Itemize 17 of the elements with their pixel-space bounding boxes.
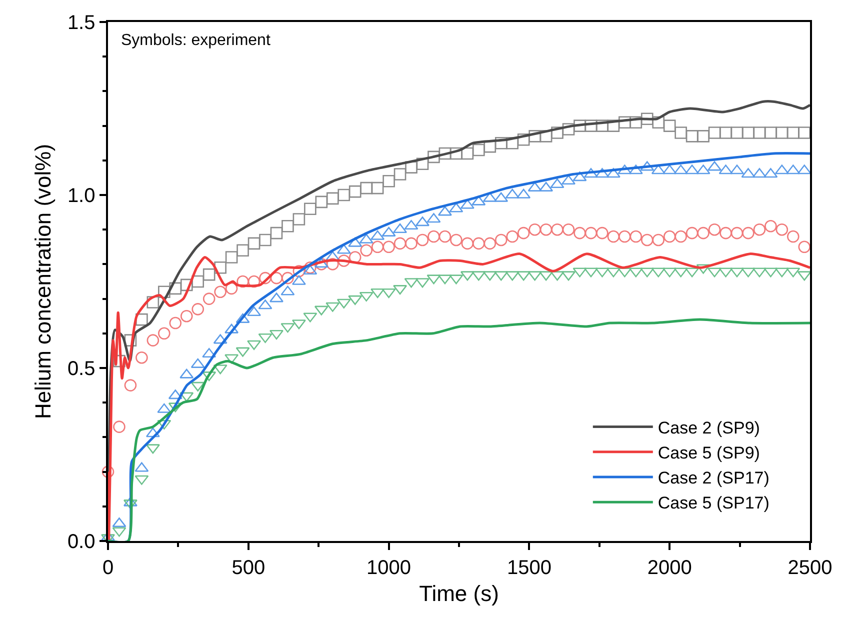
x-tick-label: 1500 <box>506 556 552 579</box>
x-tick-label: 0 <box>102 556 114 579</box>
y-axis-title: Helium concentration (vol%) <box>30 144 56 420</box>
x-tick-label: 2500 <box>788 556 832 579</box>
x-tick-label: 1000 <box>366 556 412 579</box>
y-tick-label: 1.0 <box>67 185 96 207</box>
y-tick-label: 1.5 <box>67 12 96 34</box>
legend-label: Case 2 (SP17) <box>658 468 770 488</box>
x-tick-label: 500 <box>232 556 266 579</box>
legend-label: Case 5 (SP17) <box>658 494 770 513</box>
legend-label: Case 5 (SP9) <box>658 444 760 463</box>
y-tick-label: 0.5 <box>67 358 96 380</box>
y-tick-label: 0.0 <box>67 531 96 553</box>
legend-label: Case 2 (SP9) <box>658 418 760 438</box>
x-axis-title: Time (s) <box>419 581 499 606</box>
annotation: Symbols: experiment <box>121 32 271 49</box>
x-tick-label: 2000 <box>647 556 692 579</box>
